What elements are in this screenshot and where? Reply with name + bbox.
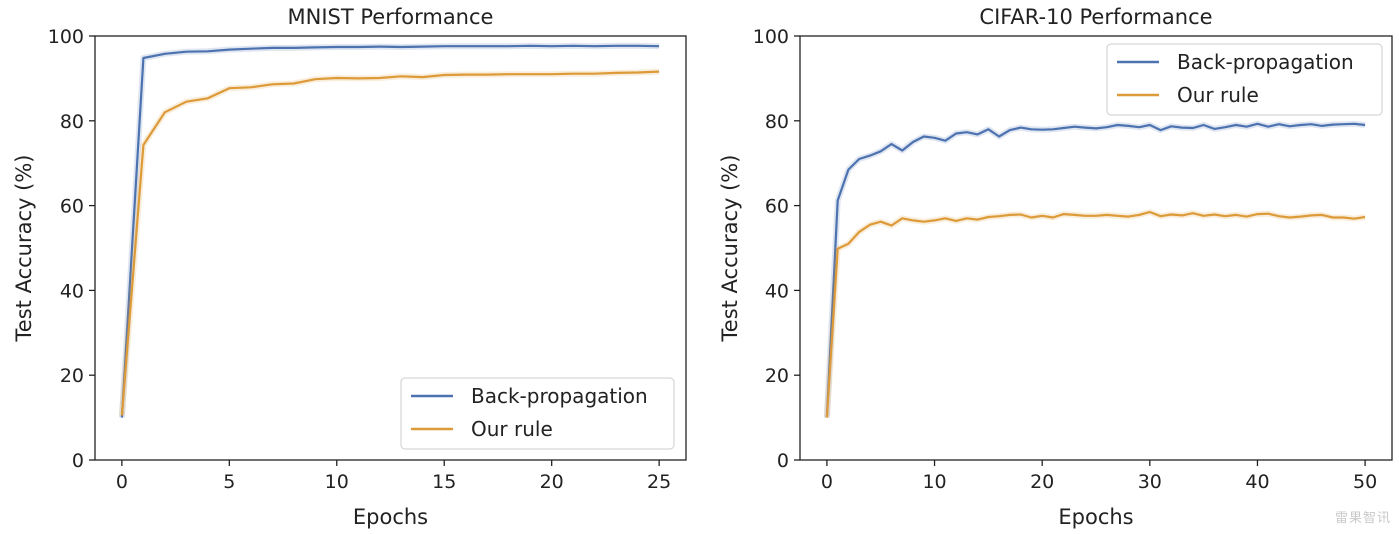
series-band-our-rule bbox=[118, 68, 660, 416]
y-tick-label: 80 bbox=[60, 111, 84, 133]
plot-frame bbox=[799, 35, 1393, 461]
series-line-backprop bbox=[825, 122, 1366, 418]
chart-title: MNIST Performance bbox=[288, 5, 494, 29]
series-band-backprop bbox=[823, 120, 1366, 418]
x-tick-label: 10 bbox=[922, 471, 946, 493]
legend: Back-propagation Our rule bbox=[1106, 43, 1383, 116]
y-tick-label: 40 bbox=[60, 280, 84, 302]
y-tick-label: 20 bbox=[60, 365, 84, 387]
series-line-our-rule bbox=[825, 210, 1366, 418]
y-tick-label: 60 bbox=[60, 196, 84, 218]
x-tick-label: 50 bbox=[1353, 471, 1377, 493]
x-tick-label: 40 bbox=[1245, 471, 1269, 493]
x-tick-label: 30 bbox=[1138, 471, 1162, 493]
y-tick-label: 80 bbox=[765, 111, 789, 133]
legend: Back-propagation Our rule bbox=[400, 377, 675, 450]
legend-box bbox=[1106, 43, 1383, 116]
legend-label: Our rule bbox=[471, 417, 553, 441]
legend-label: Back-propagation bbox=[471, 384, 648, 408]
series-line-our-rule bbox=[120, 70, 660, 416]
chart-title: CIFAR-10 Performance bbox=[979, 5, 1212, 29]
y-tick-label: 0 bbox=[72, 450, 84, 472]
x-tick-label: 10 bbox=[325, 471, 349, 493]
x-tick-label: 20 bbox=[1030, 471, 1054, 493]
legend-label: Our rule bbox=[1177, 83, 1259, 107]
y-tick-label: 100 bbox=[48, 26, 84, 48]
series-group bbox=[823, 120, 1366, 418]
x-tick-label: 0 bbox=[116, 471, 128, 493]
chart-panel-1: MNIST Performance 0 5 10 15 20 25 0 20 40 60 80 100 E… bbox=[12, 5, 687, 529]
x-axis-label: Epochs bbox=[1058, 505, 1133, 529]
x-tick-label: 20 bbox=[540, 471, 564, 493]
y-tick-label: 60 bbox=[765, 196, 789, 218]
x-tick-label: 0 bbox=[821, 471, 833, 493]
x-axis-label: Epochs bbox=[353, 505, 428, 529]
y-tick-label: 100 bbox=[753, 26, 789, 48]
x-tick-label: 5 bbox=[223, 471, 235, 493]
y-tick-label: 40 bbox=[765, 280, 789, 302]
legend-label: Back-propagation bbox=[1177, 50, 1354, 74]
x-tick-label: 25 bbox=[647, 471, 671, 493]
plot-frame bbox=[94, 35, 687, 461]
y-axis-label: Test Accuracy (%) bbox=[12, 155, 36, 343]
y-tick-label: 20 bbox=[765, 365, 789, 387]
y-tick-label: 0 bbox=[777, 450, 789, 472]
series-group bbox=[118, 42, 660, 418]
series-band-our-rule bbox=[823, 209, 1366, 418]
series-line-backprop bbox=[120, 44, 660, 418]
legend-box bbox=[400, 377, 675, 450]
chart-panel-2: CIFAR-10 Performance 0 10 20 30 40 50 0 20 40 60 80… bbox=[718, 5, 1393, 529]
watermark: 雷果智讯 bbox=[1334, 511, 1391, 526]
y-axis-label: Test Accuracy (%) bbox=[718, 155, 742, 343]
x-tick-label: 15 bbox=[432, 471, 456, 493]
